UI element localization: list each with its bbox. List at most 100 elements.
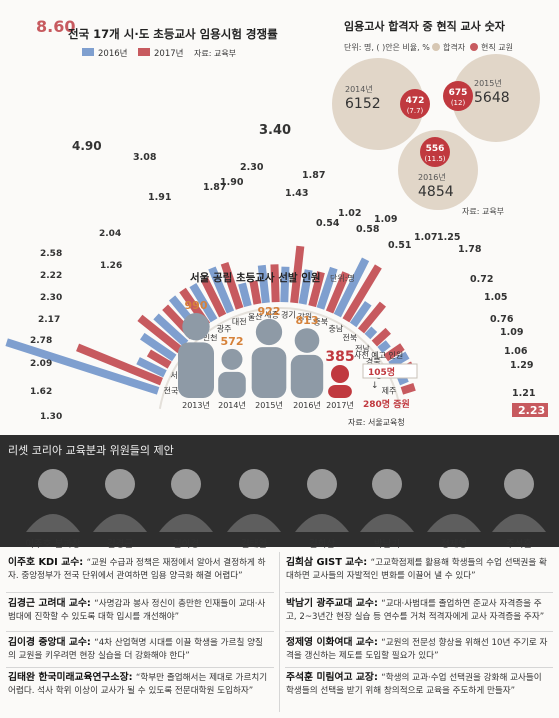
quote-author: 김이경 중앙대 교수: bbox=[8, 637, 95, 648]
region-label: 충북 bbox=[313, 317, 328, 326]
person-body bbox=[251, 347, 287, 398]
data-label: 1.78 bbox=[458, 244, 482, 255]
data-label: 1.07 bbox=[414, 232, 437, 243]
quotes-divider bbox=[279, 552, 280, 712]
bar-2016-충남 bbox=[333, 257, 370, 318]
data-label: 1.91 bbox=[148, 192, 171, 203]
quote-text: “교대·사범대를 졸업하면 준교사 자격증을 주고, 2~3년간 현장 실습 등… bbox=[286, 599, 545, 622]
bubble-teachers-value: 556 bbox=[426, 144, 445, 154]
chart-source: 자료: 교육부 bbox=[194, 49, 236, 58]
quote-item: 주석훈 미림여고 교장: “학생의 교과·수업 선택권을 강화해 교사들이 학생… bbox=[286, 671, 548, 698]
quote-separator bbox=[6, 667, 274, 668]
picto-value: 813 bbox=[296, 314, 319, 327]
bar-2016-제주 bbox=[397, 374, 409, 386]
data-label: 1.87 bbox=[203, 182, 226, 193]
person-name: 김이경 bbox=[172, 539, 200, 550]
bubble-title: 임용고사 합격자 중 현직 교사 숫자 bbox=[344, 19, 506, 33]
person-head bbox=[221, 348, 243, 370]
bar-2017-경북 bbox=[383, 343, 405, 362]
bar-2016-세종 bbox=[257, 264, 270, 304]
bar-2017-전북 bbox=[357, 301, 386, 334]
data-label: 1.43 bbox=[285, 188, 308, 199]
bar-2017-부산 bbox=[137, 314, 183, 354]
bubble-year: 2014년 bbox=[345, 84, 373, 94]
person-name: 김희삼 bbox=[308, 539, 336, 550]
person-silhouette bbox=[427, 469, 481, 532]
data-label: 1.06 bbox=[504, 346, 528, 357]
bar-2017-경기 bbox=[290, 245, 305, 304]
bar-2016-전국 bbox=[5, 338, 160, 395]
region-label: 울산 bbox=[248, 312, 263, 322]
picto-source: 자료: 서울교육청 bbox=[348, 418, 405, 427]
region-label: 전남 bbox=[355, 343, 370, 353]
quote-text: “고교학점제를 활용해 학생들의 수업 선택권을 확대하면 교사들의 자발적인 … bbox=[286, 558, 547, 581]
bubble-teachers-value: 472 bbox=[406, 96, 425, 106]
data-label: 1.05 bbox=[484, 292, 507, 303]
legend-label-2016: 2016년 bbox=[98, 48, 127, 59]
bubble-passers-value: 5648 bbox=[474, 90, 510, 106]
bar-2017-서울 bbox=[146, 349, 172, 369]
bar-2017-대전 bbox=[220, 261, 244, 310]
picto-value: 922 bbox=[258, 305, 281, 318]
data-label: 1.29 bbox=[510, 360, 533, 371]
person-silhouette bbox=[492, 469, 546, 532]
legend-dot-passers bbox=[432, 43, 440, 51]
region-label: 세종 bbox=[264, 310, 279, 319]
person-photo bbox=[423, 460, 485, 532]
picto-value: 990 bbox=[185, 299, 208, 312]
data-label: 3.40 bbox=[259, 123, 291, 138]
quote-text: “사명감과 봉사 정신이 충만한 인재들이 교대·사범대에 진학할 수 있도록 … bbox=[8, 599, 266, 622]
region-label: 광주 bbox=[217, 323, 232, 333]
quote-text: “교원 수급과 정책은 재정에서 알아서 결정하게 하자. 중앙정부가 전국 단… bbox=[8, 558, 266, 581]
picto-value: 385 bbox=[325, 349, 354, 365]
person-body bbox=[218, 371, 246, 398]
picto-year: 2015년 bbox=[255, 400, 283, 410]
bar-2016-서울 bbox=[136, 357, 167, 378]
quote-item: 김태완 한국미래교육연구소장: “학부만 졸업해서는 제대로 가르치기 어렵다.… bbox=[8, 671, 270, 698]
quote-separator bbox=[6, 592, 274, 593]
region-label: 전국 bbox=[164, 385, 179, 395]
bar-2017-강원 bbox=[308, 271, 325, 308]
region-label: 경기 bbox=[281, 309, 296, 319]
bar-2016-울산 bbox=[238, 282, 252, 308]
bubble-year: 2016년 bbox=[418, 172, 446, 182]
bar-2016-전남 bbox=[364, 326, 378, 340]
quote-text: “학부만 졸업해서는 제대로 가르치기 어렵다. 석사 학위 이상이 교사가 될… bbox=[8, 673, 268, 696]
region-label: 서울 bbox=[170, 371, 185, 380]
picto-year: 2017년 bbox=[326, 400, 354, 410]
data-label: 0.72 bbox=[470, 274, 493, 285]
bubble-ratio: (7.7) bbox=[407, 107, 424, 115]
note-value-1: 105명 bbox=[368, 366, 395, 378]
bubble-passers bbox=[398, 130, 478, 210]
person-silhouette bbox=[360, 469, 414, 532]
bar-2016-전북 bbox=[349, 300, 372, 328]
quote-item: 이주호 KDI 교수: “교원 수급과 정책은 재정에서 알아서 결정하게 하자… bbox=[8, 556, 270, 583]
bar-2016-대구 bbox=[153, 313, 189, 347]
quote-author: 정제영 이화여대 교수: bbox=[286, 637, 382, 648]
data-label: 1.90 bbox=[220, 177, 244, 188]
quote-author: 김태완 한국미래교육연구소장: bbox=[8, 672, 136, 683]
data-label: 2.78 bbox=[30, 336, 52, 346]
data-label: 1.30 bbox=[40, 412, 62, 422]
person-silhouette bbox=[227, 469, 281, 532]
person-name: 이주호 분과장 bbox=[25, 539, 81, 550]
quote-separator bbox=[285, 667, 553, 668]
picto-title: 서울 공립 초등교사 선발 인원 bbox=[190, 271, 321, 284]
legend-teachers: 현직 교원 bbox=[481, 42, 513, 52]
quote-item: 정제영 이화여대 교수: “교원의 전문성 향상을 위해선 10년 주기로 자격… bbox=[286, 636, 548, 663]
quote-author: 이주호 KDI 교수: bbox=[8, 557, 87, 568]
data-label: 0.58 bbox=[356, 224, 380, 235]
bar-2016-경기 bbox=[280, 266, 290, 303]
data-label: 2.22 bbox=[40, 271, 62, 281]
quote-separator bbox=[285, 592, 553, 593]
person-name: 정제영 bbox=[440, 539, 468, 550]
region-label: 경북 bbox=[366, 356, 381, 366]
note-title: 사전 예고 인원 bbox=[354, 350, 403, 360]
quote-item: 박남기 광주교대 교수: “교대·사범대를 졸업하면 준교사 자격증을 주고, … bbox=[286, 597, 548, 624]
person-name: 박남기 bbox=[373, 539, 401, 550]
bar-2016-충북 bbox=[316, 266, 338, 310]
data-label: 1.26 bbox=[100, 261, 122, 271]
data-label: 2.58 bbox=[40, 249, 62, 259]
legend-passers: 합격자 bbox=[443, 42, 466, 52]
person-body bbox=[328, 385, 352, 398]
